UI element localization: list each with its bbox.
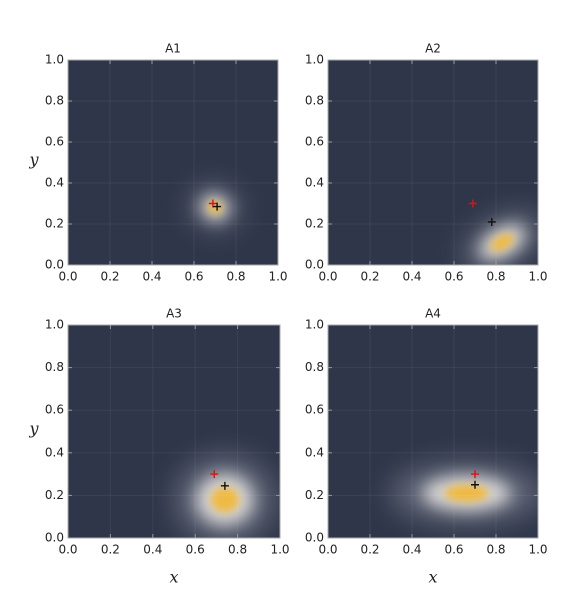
x-axis-label: x xyxy=(428,568,437,587)
y-tick-label: 0.0 xyxy=(45,258,64,272)
x-tick-label: 0.4 xyxy=(402,543,421,557)
x-tick-label: 0.8 xyxy=(486,543,505,557)
y-tick-label: 0.6 xyxy=(305,403,324,417)
marker xyxy=(487,217,496,226)
y-tick-label: 1.0 xyxy=(45,53,64,67)
y-tick-label: 1.0 xyxy=(45,318,64,332)
y-tick-label: 0.8 xyxy=(45,360,64,374)
y-tick-label: 0.8 xyxy=(305,360,324,374)
y-tick-label: 0.2 xyxy=(305,488,324,502)
y-tick-label: 0.6 xyxy=(45,135,64,149)
marker xyxy=(471,470,479,479)
density-blob xyxy=(490,233,514,252)
y-tick-label: 0.4 xyxy=(305,445,324,459)
y-tick-label: 1.0 xyxy=(305,53,324,67)
panel-title: A2 xyxy=(425,42,441,56)
x-tick-label: 0.0 xyxy=(318,543,337,557)
x-tick-label: 0.6 xyxy=(186,543,205,557)
x-tick-label: 0.6 xyxy=(444,543,463,557)
x-tick-label: 0.4 xyxy=(143,543,162,557)
y-tick-label: 0.0 xyxy=(45,531,64,545)
x-axis-label: x xyxy=(169,568,178,587)
plot-area xyxy=(68,325,280,538)
density-blob xyxy=(444,484,489,503)
x-tick-label: 1.0 xyxy=(270,543,289,557)
y-tick-label: 0.4 xyxy=(45,176,64,190)
y-tick-label: 0.6 xyxy=(305,135,324,149)
panel: A4 0.0 0.2 0.4 0.6 0.8 1.0 0.0 0.2 0.4 0.6 0.8 1.0 x xyxy=(305,307,548,587)
plot-frame xyxy=(327,59,539,266)
panel-title: A3 xyxy=(166,307,182,321)
marker xyxy=(471,480,479,489)
panel-title: A4 xyxy=(425,307,441,321)
y-tick-label: 0.8 xyxy=(305,94,324,108)
x-tick-label: 1.0 xyxy=(528,270,547,284)
y-tick-label: 0.2 xyxy=(45,488,64,502)
x-tick-label: 0.8 xyxy=(226,270,245,284)
y-tick-label: 0.0 xyxy=(305,531,324,545)
y-tick-label: 0.4 xyxy=(305,176,324,190)
x-tick-label: 0.2 xyxy=(360,270,379,284)
x-tick-label: 0.4 xyxy=(402,270,421,284)
y-tick-label: 0.8 xyxy=(45,94,64,108)
x-tick-label: 0.2 xyxy=(100,270,119,284)
y-tick-label: 0.4 xyxy=(45,445,64,459)
plot-area xyxy=(328,325,538,538)
x-tick-label: 0.4 xyxy=(142,270,161,284)
x-tick-label: 0.0 xyxy=(58,270,77,284)
marker xyxy=(220,481,229,490)
x-tick-label: 0.8 xyxy=(228,543,247,557)
x-tick-label: 0.0 xyxy=(58,543,77,557)
plot-frame xyxy=(67,324,281,539)
panel: A3 0.0 0.2 0.4 0.6 0.8 1.0 0.0 0.2 0.4 0.6 0.8 1.0 x y xyxy=(28,307,289,587)
y-tick-label: 0.0 xyxy=(305,258,324,272)
y-tick-label: 0.2 xyxy=(305,217,324,231)
marker xyxy=(210,470,219,479)
y-axis-label: y xyxy=(28,150,39,169)
y-tick-label: 1.0 xyxy=(305,318,324,332)
x-tick-label: 0.8 xyxy=(486,270,505,284)
panel: A2 0.0 0.2 0.4 0.6 0.8 1.0 0.0 0.2 0.4 0.6 0.8 1.0 xyxy=(305,42,548,284)
panel: A1 0.0 0.2 0.4 0.6 0.8 1.0 0.0 0.2 0.4 0.6 0.8 1.0 y xyxy=(28,42,287,284)
y-tick-label: 0.6 xyxy=(45,403,64,417)
plot-frame xyxy=(67,59,279,266)
y-tick-label: 0.2 xyxy=(45,217,64,231)
y-axis-label: y xyxy=(28,419,39,438)
x-tick-label: 0.2 xyxy=(101,543,120,557)
density-blob xyxy=(210,486,240,513)
plot-frame xyxy=(327,324,539,539)
plot-area xyxy=(68,60,278,265)
plot-background xyxy=(68,60,278,265)
x-tick-label: 0.0 xyxy=(318,270,337,284)
x-tick-label: 1.0 xyxy=(268,270,287,284)
plot-area xyxy=(328,60,538,265)
density-blob xyxy=(208,201,222,214)
panel-title: A1 xyxy=(165,42,181,56)
marker xyxy=(208,199,217,208)
x-tick-label: 0.6 xyxy=(184,270,203,284)
x-tick-label: 0.6 xyxy=(444,270,463,284)
x-tick-label: 1.0 xyxy=(528,543,547,557)
marker xyxy=(468,199,477,208)
marker xyxy=(213,202,222,211)
x-tick-label: 0.2 xyxy=(360,543,379,557)
